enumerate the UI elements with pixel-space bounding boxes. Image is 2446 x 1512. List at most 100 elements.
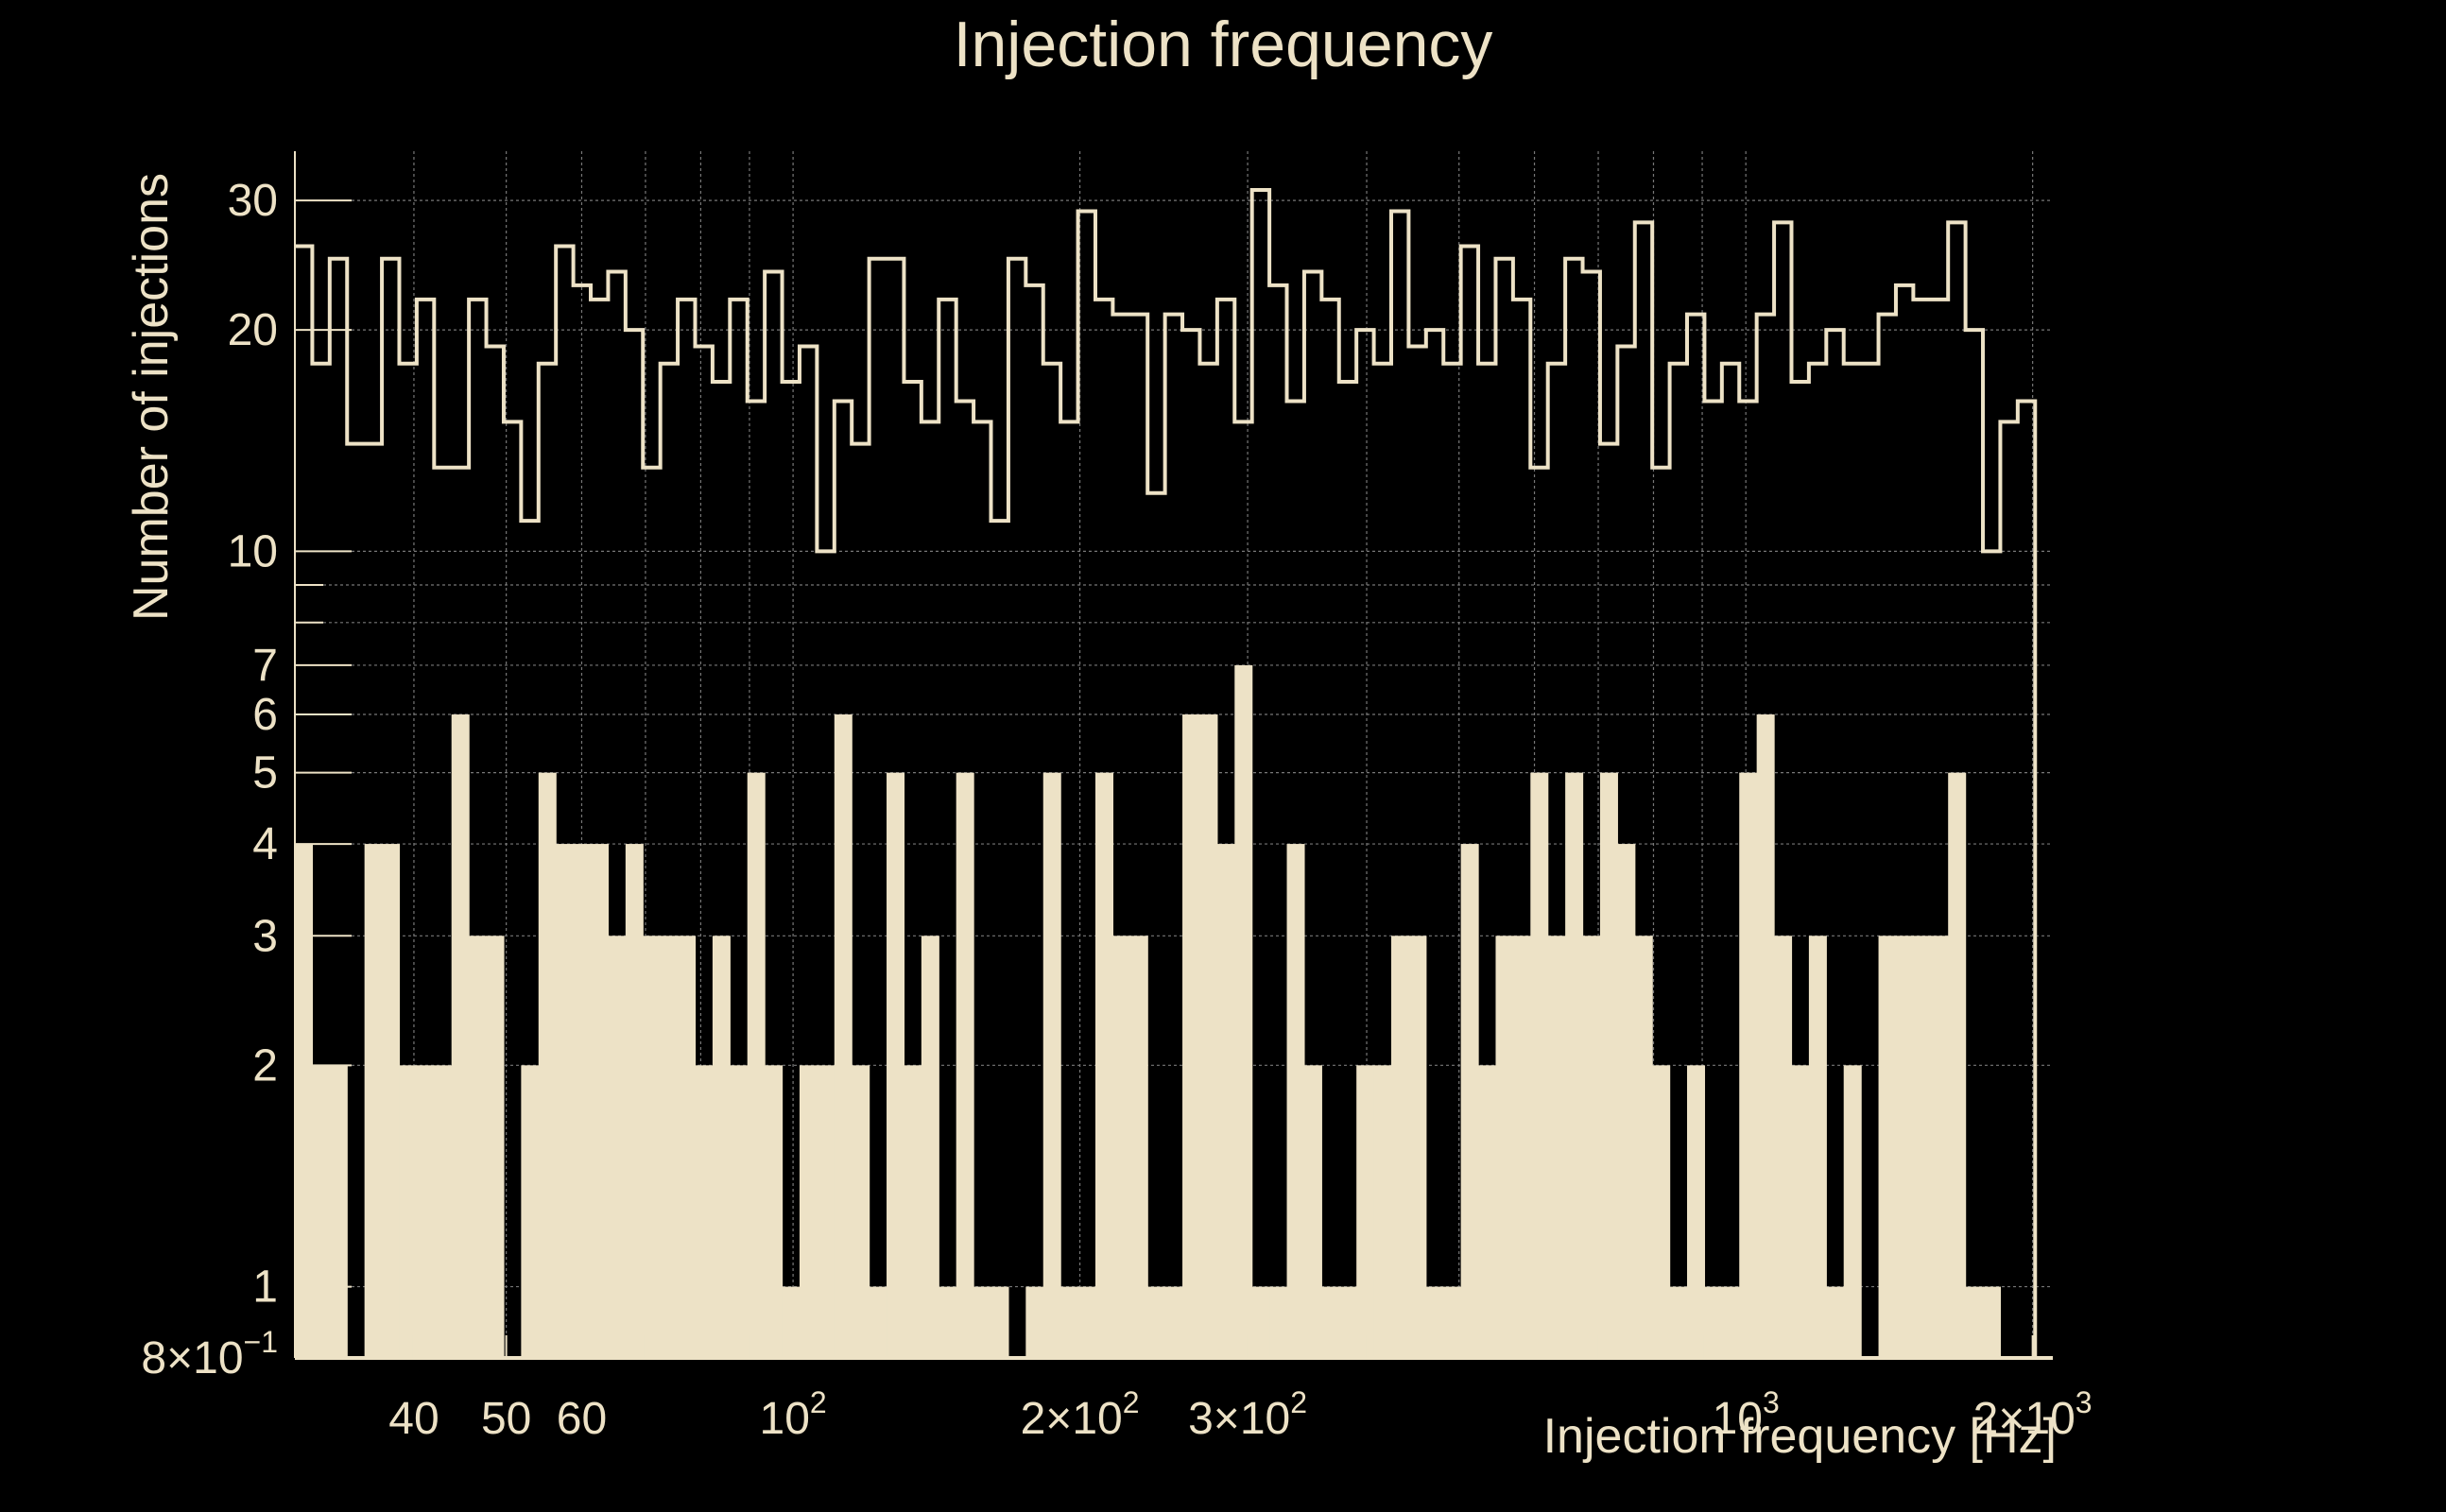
histogram-bar — [1878, 936, 1897, 1358]
histogram-bar — [799, 1065, 818, 1358]
histogram-bar — [904, 1065, 922, 1358]
histogram-bar — [1373, 1065, 1392, 1358]
histogram-bar — [521, 1065, 540, 1358]
x-tick-label: 2×102 — [1021, 1385, 1140, 1444]
histogram-bar — [730, 1065, 749, 1358]
histogram-bar — [921, 936, 939, 1358]
y-tick-label: 5 — [252, 748, 278, 799]
histogram-bar — [608, 936, 627, 1358]
histogram-bar — [364, 844, 383, 1358]
histogram-bar — [747, 772, 766, 1358]
histogram-bar — [1251, 1286, 1270, 1358]
histogram-bar — [1077, 1286, 1096, 1358]
histogram-bar — [869, 1286, 887, 1358]
histogram-bar — [1042, 772, 1061, 1358]
histogram-bar — [1269, 1286, 1288, 1358]
y-tick-label: 30 — [228, 176, 278, 226]
histogram-bar — [1182, 714, 1201, 1358]
histogram-bar — [817, 1065, 835, 1358]
histogram-bar — [1094, 772, 1113, 1358]
histogram-bar — [956, 772, 974, 1358]
histogram-bar — [695, 1065, 714, 1358]
histogram-bar — [1599, 772, 1618, 1358]
histogram-bar — [1547, 936, 1566, 1358]
histogram-bar — [1460, 844, 1479, 1358]
histogram-bar — [1634, 936, 1653, 1358]
y-tick-labels: 8×10−1 1 2 3 4 5 67 10 20 30 — [141, 176, 278, 1383]
x-tick-label: 102 — [760, 1385, 827, 1444]
histogram-bar — [1356, 1065, 1375, 1358]
histogram-bar — [782, 1286, 801, 1358]
y-tick-label: 3 — [252, 911, 278, 961]
histogram-bar — [1774, 936, 1793, 1358]
histogram-bar — [1704, 1286, 1723, 1358]
histogram-bar — [434, 1065, 453, 1358]
histogram-bar — [1286, 844, 1305, 1358]
histogram-bar — [1408, 936, 1427, 1358]
histogram-bar — [973, 1286, 992, 1358]
y-axis-label: Number of injections — [124, 173, 179, 621]
x-tick-label: 40 — [388, 1394, 439, 1444]
histogram-bar — [573, 844, 592, 1358]
histogram-bar — [1913, 936, 1932, 1358]
histogram-bar — [712, 936, 731, 1358]
histogram-bar — [1338, 1286, 1357, 1358]
histogram-bar — [1791, 1065, 1810, 1358]
histogram-bar — [1808, 936, 1827, 1358]
histogram-bar — [1478, 1065, 1497, 1358]
histogram-bar — [1025, 1286, 1044, 1358]
histogram-bar — [1164, 1286, 1183, 1358]
histogram-bar — [643, 936, 662, 1358]
histogram-bar — [382, 844, 401, 1358]
histogram-bar — [399, 1065, 418, 1358]
histogram-bar — [312, 1065, 331, 1358]
histogram-bar — [834, 714, 853, 1358]
histogram-bar — [1721, 1286, 1740, 1358]
histogram-bar — [660, 936, 679, 1358]
histogram-bar — [1234, 664, 1253, 1358]
histogram-bar — [1565, 772, 1584, 1358]
histogram-bar — [1495, 936, 1514, 1358]
histogram-bar — [1303, 1065, 1322, 1358]
step-line — [295, 188, 2038, 1358]
y-tick-label: 1 — [252, 1263, 278, 1313]
y-tick-label: 4 — [252, 819, 278, 869]
x-tick-labels: 40 50 60 102 2×102 3×102 103 2×103 — [388, 1385, 2092, 1444]
y-tick-label: 20 — [228, 305, 278, 355]
histogram-bar — [556, 844, 575, 1358]
x-tick-label: 3×102 — [1188, 1385, 1307, 1444]
histogram-bar — [1129, 936, 1148, 1358]
histogram-bar — [1739, 772, 1758, 1358]
histogram-bar — [625, 844, 644, 1358]
y-tick-label: 2 — [252, 1040, 278, 1091]
y-tick-label: 6 — [252, 690, 278, 740]
histogram-bar — [1199, 714, 1218, 1358]
histogram-bar — [1669, 1286, 1688, 1358]
histogram-bar — [1948, 772, 1967, 1358]
histogram-bar — [538, 772, 557, 1358]
histogram-bar — [1687, 1065, 1706, 1358]
y-tick-label: 10 — [228, 526, 278, 576]
histogram-bar — [939, 1286, 957, 1358]
all-injections-step-line — [295, 188, 2038, 1358]
histogram-bar — [678, 936, 697, 1358]
histogram-bar — [591, 844, 610, 1358]
histogram-bar — [1443, 1286, 1462, 1358]
x-tick-label: 2×103 — [1973, 1385, 2093, 1444]
histogram-bar — [1756, 714, 1775, 1358]
histogram-bar — [1425, 1286, 1444, 1358]
y-tick-label: 7 — [252, 641, 278, 691]
histogram-bar — [1895, 936, 1914, 1358]
histogram-bar — [295, 844, 314, 1358]
y-tick-label: 8×10−1 — [141, 1325, 278, 1383]
histogram-bar — [1617, 844, 1636, 1358]
histogram-bar — [1983, 1286, 2002, 1358]
histogram-bar — [1843, 1065, 1862, 1358]
histogram-bar — [852, 1065, 870, 1358]
histogram-bar — [451, 714, 470, 1358]
histogram-bar — [1060, 1286, 1079, 1358]
histogram-bar — [1652, 1065, 1671, 1358]
histogram-bar — [765, 1065, 784, 1358]
histogram-bar — [1826, 1286, 1845, 1358]
